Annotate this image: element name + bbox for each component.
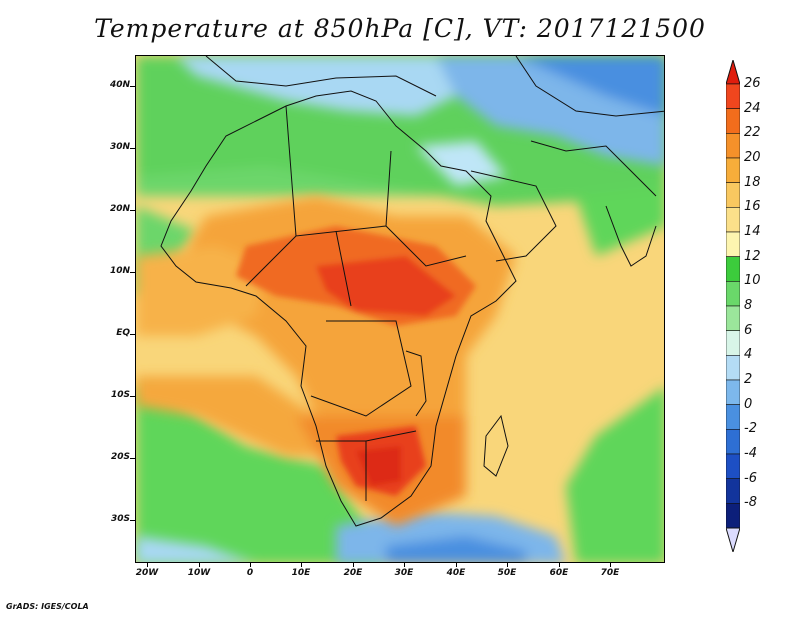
lon-tick — [301, 563, 302, 567]
colorbar-swatch — [726, 157, 740, 183]
lon-label-10w: 10W — [187, 568, 211, 578]
colorbar-swatch — [726, 207, 740, 233]
colorbar-label: 12 — [744, 248, 761, 264]
colorbar-swatch — [726, 256, 740, 282]
colorbar-label: 0 — [744, 396, 753, 412]
colorbar-top-triangle — [726, 60, 740, 85]
lon-tick — [250, 563, 251, 567]
lon-tick — [456, 563, 457, 567]
colorbar-label: -8 — [744, 495, 757, 511]
colorbar-label: 22 — [744, 125, 761, 141]
colorbar-swatch — [726, 83, 740, 109]
colorbar-label: -2 — [744, 421, 757, 437]
colorbar-swatch — [726, 453, 740, 479]
temperature-field — [136, 56, 664, 562]
lat-tick — [130, 86, 135, 87]
colorbar-label: 26 — [744, 76, 761, 91]
lon-tick — [147, 563, 148, 567]
colorbar-swatch — [726, 503, 740, 529]
lon-tick — [507, 563, 508, 567]
lat-label-20s: 20S — [110, 452, 130, 462]
coastlines — [160, 56, 664, 527]
colorbar — [726, 60, 740, 552]
lon-tick — [559, 563, 560, 567]
lon-tick — [353, 563, 354, 567]
lon-label-40e: 40E — [446, 568, 466, 578]
colorbar-swatch — [726, 133, 740, 159]
lat-label-40n: 40N — [109, 80, 130, 90]
colorbar-label: -6 — [744, 470, 757, 486]
lat-tick — [130, 396, 135, 397]
lat-tick — [130, 210, 135, 211]
temperature-map — [135, 55, 665, 563]
lat-tick — [130, 272, 135, 273]
lon-label-50e: 50E — [497, 568, 517, 578]
lat-label-20n: 20N — [109, 204, 130, 214]
lon-label-70e: 70E — [600, 568, 620, 578]
colorbar-swatch — [726, 379, 740, 405]
lon-tick — [610, 563, 611, 567]
colorbar-swatch — [726, 478, 740, 504]
lat-label-30n: 30N — [109, 142, 130, 152]
colorbar-swatch — [726, 404, 740, 430]
lon-tick — [404, 563, 405, 567]
lon-label-10e: 10E — [291, 568, 311, 578]
lon-label-30e: 30E — [394, 568, 414, 578]
map-title: Temperature at 850hPa [C], VT: 201712150… — [94, 14, 706, 43]
colorbar-swatch — [726, 305, 740, 331]
colorbar-swatch — [726, 108, 740, 134]
credit-text: GrADS: IGES/COLA — [6, 602, 89, 611]
colorbar-label: 16 — [744, 199, 761, 215]
colorbar-label: 14 — [744, 224, 761, 239]
lon-label-0: 0 — [246, 568, 254, 578]
colorbar-label: 6 — [744, 322, 753, 338]
lat-label-30s: 30S — [110, 514, 130, 524]
colorbar-label: 4 — [744, 347, 753, 363]
lat-tick — [130, 458, 135, 459]
colorbar-swatch — [726, 231, 740, 257]
colorbar-label: -4 — [744, 446, 757, 461]
colorbar-label: 8 — [744, 298, 753, 313]
colorbar-swatch — [726, 355, 740, 381]
lon-tick — [199, 563, 200, 567]
colorbar-label: 18 — [744, 174, 761, 190]
colorbar-label: 24 — [744, 100, 761, 116]
colorbar-swatch — [726, 330, 740, 356]
colorbar-swatch — [726, 281, 740, 307]
colorbar-label: 2 — [744, 372, 753, 387]
lon-label-60e: 60E — [549, 568, 569, 578]
lat-label-10n: 10N — [109, 266, 130, 276]
lat-tick — [130, 520, 135, 521]
colorbar-label: 10 — [744, 273, 761, 289]
lat-tick — [130, 334, 135, 335]
lat-label-eq: EQ — [116, 328, 130, 338]
colorbar-swatch — [726, 182, 740, 208]
colorbar-label: 20 — [744, 150, 761, 165]
lat-label-10s: 10S — [110, 390, 130, 400]
colorbar-swatch — [726, 429, 740, 455]
lat-tick — [130, 148, 135, 149]
lon-label-20e: 20E — [343, 568, 363, 578]
colorbar-bottom-triangle — [726, 527, 740, 552]
lon-label-20w: 20W — [135, 568, 159, 578]
